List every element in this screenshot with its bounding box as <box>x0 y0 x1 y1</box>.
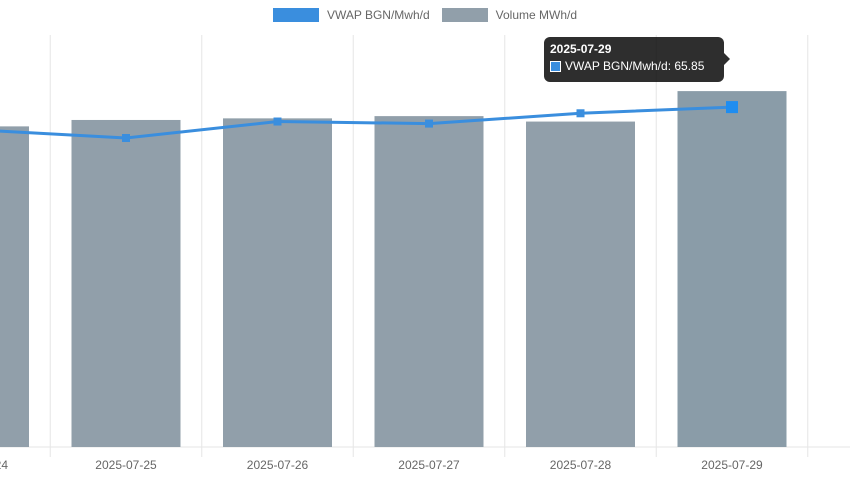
legend-label-volume: Volume MWh/d <box>495 8 578 22</box>
vwap-point[interactable] <box>576 109 585 118</box>
x-tick-label: 2025-07-28 <box>550 458 612 472</box>
vwap-line-series <box>0 101 738 142</box>
volume-bar[interactable] <box>677 91 787 447</box>
vwap-point[interactable] <box>726 101 738 114</box>
vwap-point[interactable] <box>425 119 433 128</box>
volume-bar[interactable] <box>374 116 484 448</box>
legend-label-vwap: VWAP BGN/Mwh/d <box>326 8 430 22</box>
volume-bar[interactable] <box>526 121 635 448</box>
legend-item-volume[interactable]: Volume MWh/d <box>441 8 578 22</box>
x-tick-label: 2025-07-26 <box>247 458 309 472</box>
x-tick-label: 24 <box>0 458 8 472</box>
vwap-point[interactable] <box>273 117 282 126</box>
tooltip: 2025-07-29 VWAP BGN/Mwh/d: 65.85 <box>544 37 730 82</box>
tooltip-title: 2025-07-29 <box>550 42 612 56</box>
tooltip-color-box <box>550 60 561 72</box>
x-tick-label: 2025-07-29 <box>701 458 763 472</box>
tooltip-row: VWAP BGN/Mwh/d: 65.85 <box>550 59 718 73</box>
volume-bar[interactable] <box>71 119 181 448</box>
x-tick-label: 2025-07-27 <box>398 458 460 472</box>
volume-bar[interactable] <box>0 126 29 447</box>
legend: VWAP BGN/Mwh/d Volume MWh/d <box>0 8 850 22</box>
tooltip-text: VWAP BGN/Mwh/d: 65.85 <box>565 59 705 73</box>
x-axis-ticks: 24 2025-07-25 2025-07-26 2025-07-27 2025-07-… <box>0 458 763 472</box>
legend-swatch-vwap <box>272 8 319 22</box>
volume-bars <box>0 91 787 448</box>
vwap-line <box>0 105 733 140</box>
vwap-point[interactable] <box>122 134 130 142</box>
volume-bar[interactable] <box>223 118 332 447</box>
legend-swatch-volume <box>441 8 488 22</box>
legend-item-vwap[interactable]: VWAP BGN/Mwh/d <box>272 8 430 22</box>
tooltip-caret <box>724 53 730 65</box>
x-tick-label: 2025-07-25 <box>95 458 157 472</box>
